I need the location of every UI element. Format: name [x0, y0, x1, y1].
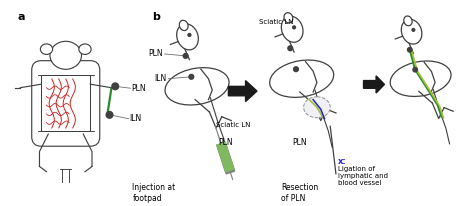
Ellipse shape — [404, 16, 412, 26]
Text: b: b — [152, 12, 160, 22]
Text: Sciatic LN: Sciatic LN — [216, 123, 251, 129]
Ellipse shape — [40, 44, 53, 54]
Ellipse shape — [50, 41, 82, 69]
Circle shape — [413, 67, 418, 72]
Circle shape — [106, 111, 113, 118]
Text: ILN: ILN — [155, 74, 166, 83]
Text: PLN: PLN — [218, 138, 233, 147]
Circle shape — [183, 54, 188, 58]
Circle shape — [188, 34, 191, 36]
FancyArrow shape — [364, 76, 384, 93]
Circle shape — [412, 29, 415, 31]
Ellipse shape — [401, 19, 422, 44]
Ellipse shape — [304, 97, 330, 118]
Circle shape — [288, 46, 292, 51]
FancyBboxPatch shape — [32, 61, 100, 146]
Ellipse shape — [270, 60, 334, 97]
Bar — [41, 75, 90, 131]
Text: Injection at
footpad: Injection at footpad — [132, 183, 175, 203]
Text: PLN: PLN — [292, 138, 307, 147]
Ellipse shape — [390, 61, 451, 96]
FancyArrow shape — [228, 81, 257, 102]
Text: x:: x: — [338, 157, 346, 166]
Text: Sciatic LN: Sciatic LN — [259, 19, 293, 25]
Text: Resection
of PLN: Resection of PLN — [281, 183, 318, 203]
Ellipse shape — [179, 20, 188, 30]
Circle shape — [189, 74, 194, 79]
Ellipse shape — [284, 13, 293, 23]
Text: Ligation of
lymphatic and
blood vessel: Ligation of lymphatic and blood vessel — [338, 166, 388, 186]
Ellipse shape — [165, 68, 229, 105]
Ellipse shape — [282, 16, 303, 42]
Text: ILN: ILN — [129, 114, 142, 123]
Circle shape — [408, 48, 412, 52]
Circle shape — [112, 83, 118, 90]
Text: a: a — [17, 12, 25, 22]
Text: PLN: PLN — [148, 49, 163, 59]
Circle shape — [293, 67, 298, 71]
Text: PLN: PLN — [131, 84, 146, 93]
Ellipse shape — [177, 24, 198, 50]
Circle shape — [292, 26, 295, 29]
Ellipse shape — [79, 44, 91, 54]
